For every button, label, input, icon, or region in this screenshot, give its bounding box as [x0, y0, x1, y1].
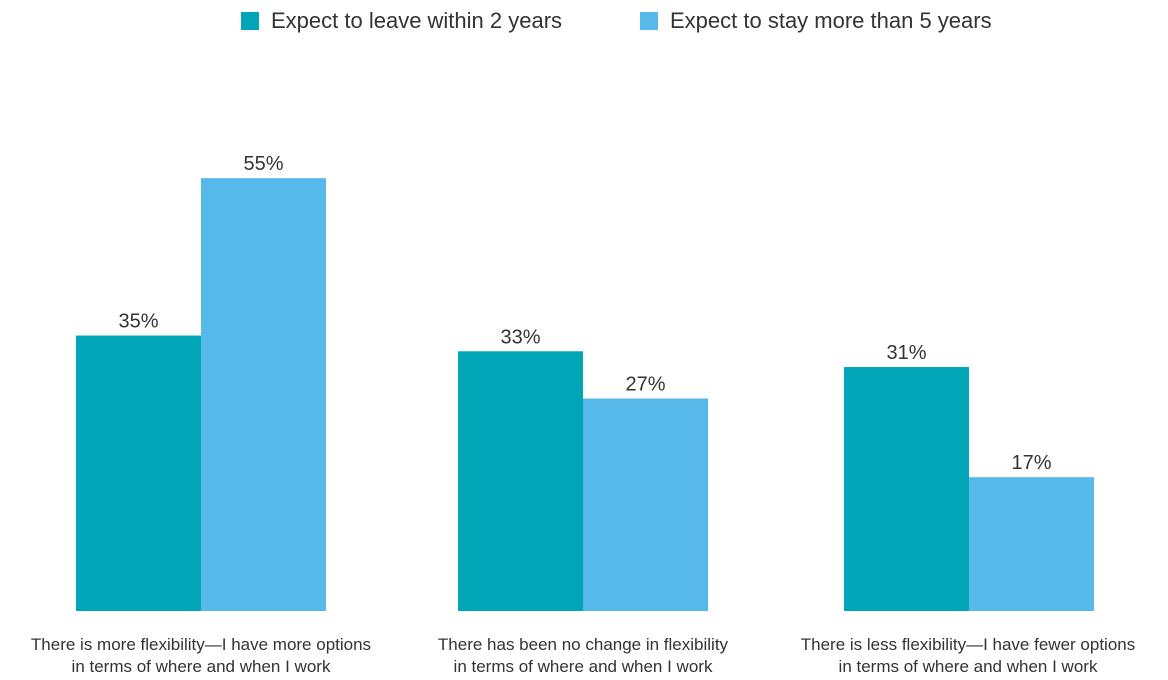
- legend-swatch-stay: [640, 12, 658, 30]
- legend-item-stay: Expect to stay more than 5 years: [640, 6, 992, 36]
- bar-stay-2: [583, 398, 708, 611]
- bar-stay-3: [969, 477, 1094, 611]
- data-label-leave-3: 31%: [886, 342, 926, 364]
- data-label-stay-2: 27%: [625, 374, 665, 396]
- category-label-line: There has been no change in flexibility: [437, 635, 729, 654]
- data-label-stay-3: 17%: [1011, 452, 1051, 474]
- legend-item-leave: Expect to leave within 2 years: [241, 6, 562, 36]
- category-label-line: in terms of where and when I work: [453, 657, 713, 676]
- data-label-leave-1: 35%: [118, 311, 158, 333]
- category-label-line: in terms of where and when I work: [838, 657, 1098, 676]
- category-label-line: in terms of where and when I work: [71, 657, 331, 676]
- category-label-line: There is less flexibility—I have fewer o…: [800, 635, 1136, 654]
- category-label-less-flexibility: There is less flexibility—I have fewer o…: [768, 634, 1168, 678]
- legend: Expect to leave within 2 years Expect to…: [0, 6, 1168, 36]
- data-label-leave-2: 33%: [500, 326, 540, 348]
- bar-chart: 35% 55% 33% 27% 31% 17%: [76, 153, 1094, 611]
- bar-stay-1: [201, 178, 326, 611]
- category-label-more-flexibility: There is more flexibility—I have more op…: [1, 634, 401, 678]
- category-label-no-change: There has been no change in flexibility …: [383, 634, 783, 678]
- data-label-stay-1: 55%: [243, 153, 283, 175]
- legend-label-leave: Expect to leave within 2 years: [271, 8, 563, 33]
- category-label-line: There is more flexibility—I have more op…: [30, 635, 372, 654]
- bar-leave-1: [76, 335, 201, 611]
- legend-swatch-leave: [241, 12, 259, 30]
- bar-leave-3: [844, 367, 969, 611]
- bar-leave-2: [458, 351, 583, 611]
- legend-label-stay: Expect to stay more than 5 years: [670, 8, 992, 33]
